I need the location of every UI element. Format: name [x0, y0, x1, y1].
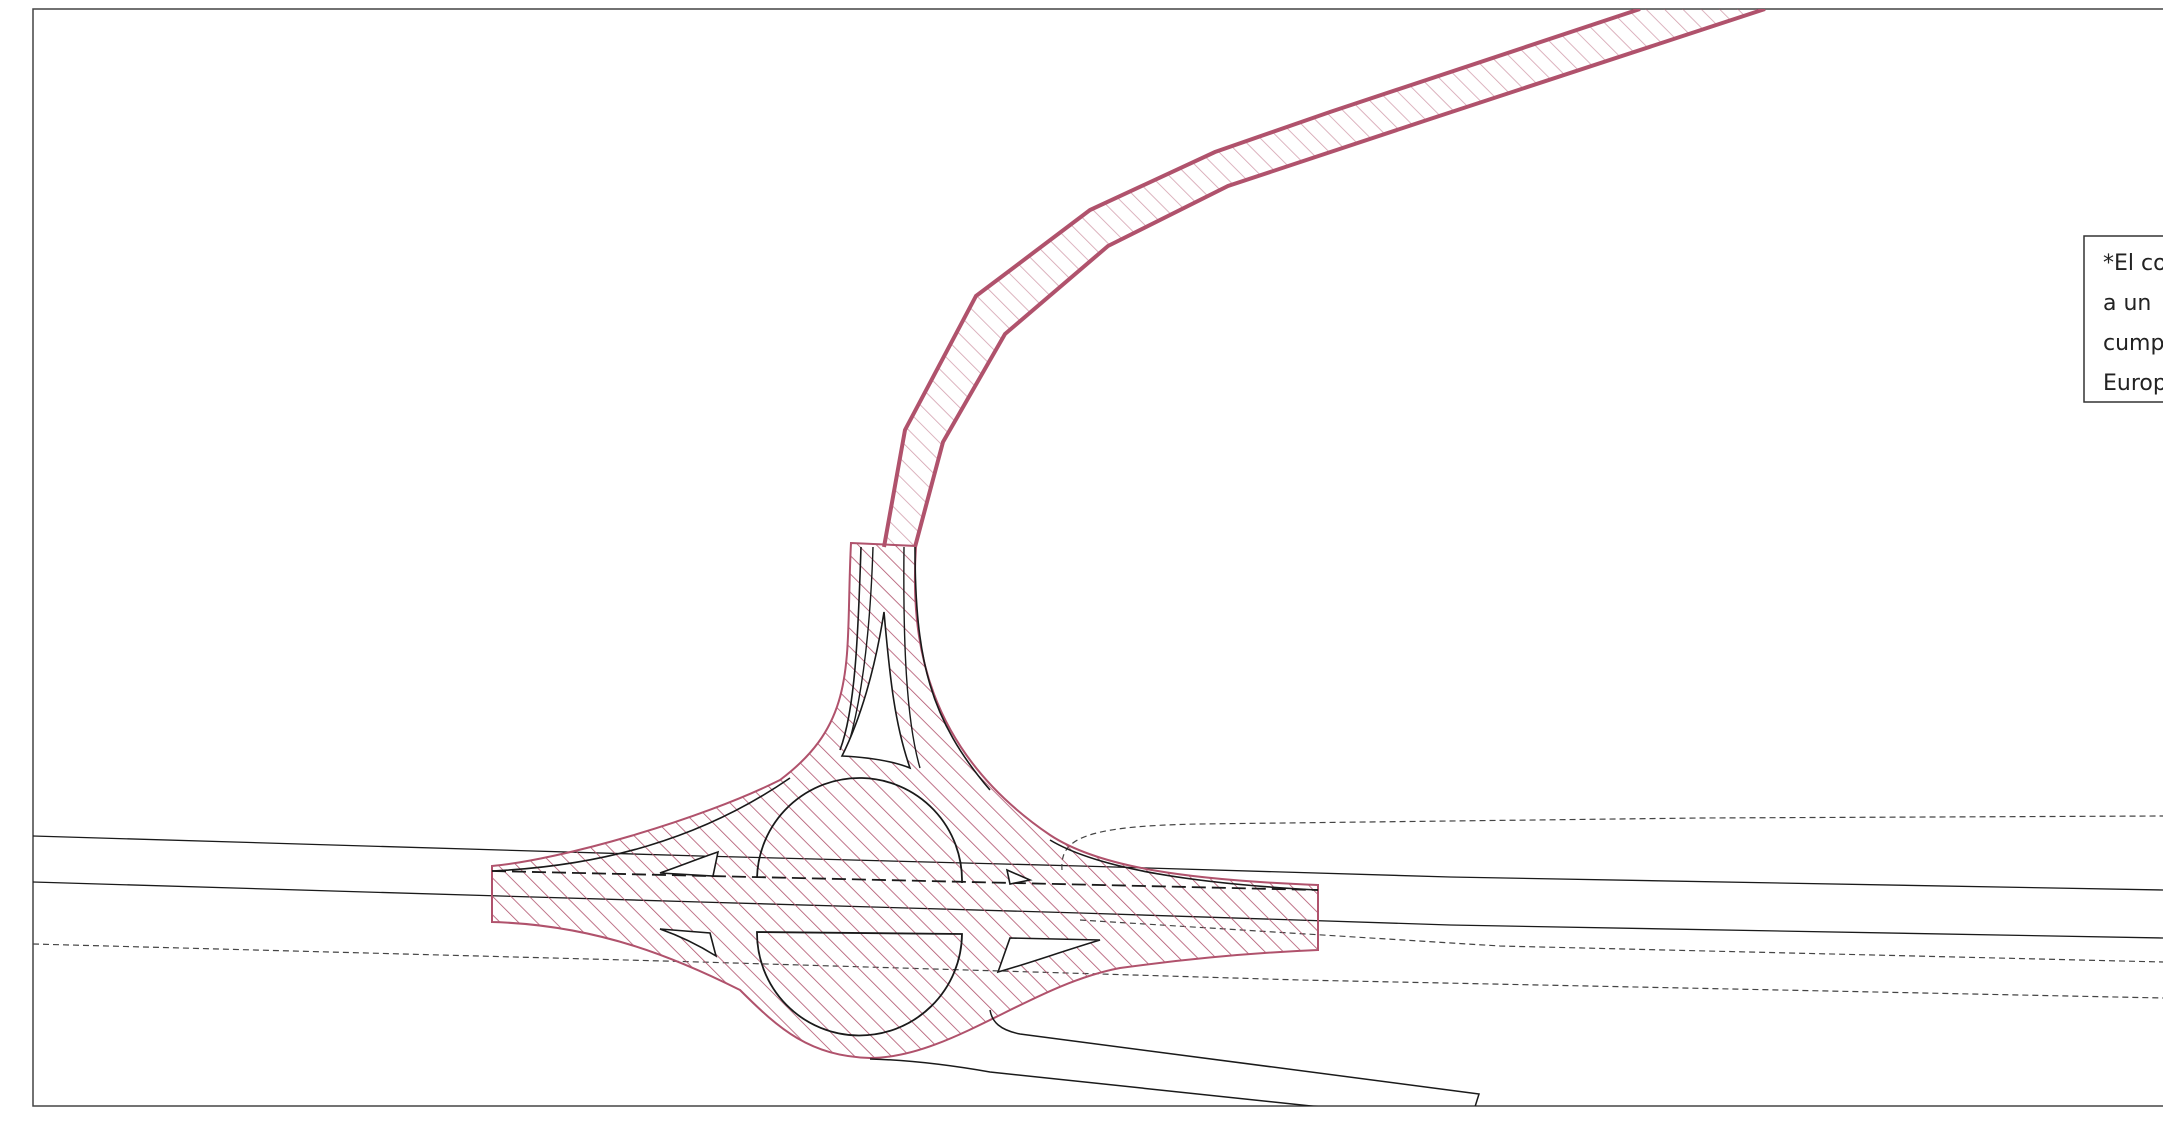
note-line-4: Europ [2103, 371, 2163, 396]
note-line-1: *El co [2103, 251, 2163, 276]
north-access-edge-east [913, 9, 1766, 548]
north-branch-lane-4 [914, 546, 991, 791]
sheet-frame [32, 8, 2163, 1107]
note-line-3: cump [2103, 331, 2163, 356]
north-branch-lane-1 [839, 546, 862, 751]
note-line-2: a un [2103, 291, 2151, 316]
north-branch-lane-3 [903, 546, 921, 769]
hatched-intervention-area [491, 541, 1319, 1060]
dashed-boundary-upper [1061, 815, 2163, 871]
new-road-dashed-axis [491, 870, 1319, 891]
roundabout-island-south [756, 931, 963, 1037]
north-access-edge-west [882, 9, 1641, 548]
note-box-frame [2083, 235, 2163, 403]
south-east-access-edge-south [869, 1058, 1319, 1106]
note-box: *El co a un cump Europ [2083, 235, 2163, 403]
splitter-island-north [840, 611, 912, 770]
dashed-boundary-lower [33, 943, 2163, 999]
splitter-island-west-upper [659, 850, 720, 877]
splitter-island-east-upper [1005, 868, 1033, 885]
junction-curve-east [1049, 839, 1319, 891]
splitter-island-west-lower [659, 928, 718, 958]
north-access-strip [884, 9, 1765, 547]
junction-curve-west [491, 777, 791, 872]
splitter-island-east-lower [996, 937, 1101, 974]
south-east-access-edge-north [989, 1009, 1480, 1106]
roundabout-island-north [756, 777, 963, 884]
